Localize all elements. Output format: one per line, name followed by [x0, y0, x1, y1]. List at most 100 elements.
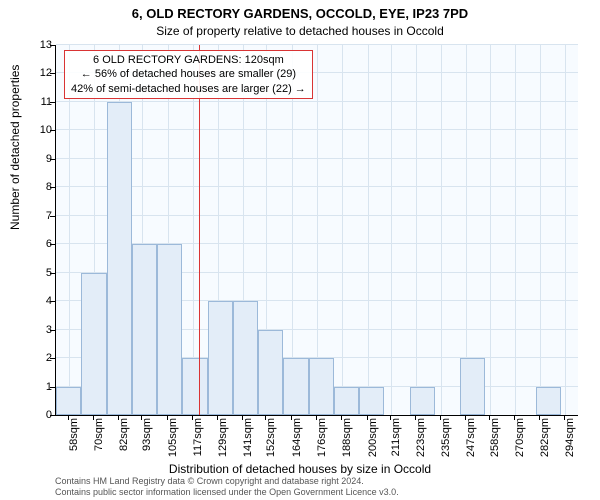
y-tickmark [50, 102, 55, 103]
x-tick-label: 70sqm [93, 418, 105, 468]
x-tickmark [316, 415, 317, 420]
x-tick-label: 188sqm [341, 418, 353, 468]
x-tick-label: 58sqm [68, 418, 80, 468]
y-tick-label: 0 [22, 409, 52, 421]
y-tickmark [50, 273, 55, 274]
histogram-bar [536, 387, 561, 415]
grid-v [441, 45, 442, 415]
x-tick-label: 164sqm [291, 418, 303, 468]
x-tickmark [465, 415, 466, 420]
x-tickmark [367, 415, 368, 420]
y-tick-label: 13 [22, 39, 52, 51]
grid-v [540, 45, 541, 415]
grid-v [490, 45, 491, 415]
y-tick-label: 8 [22, 181, 52, 193]
x-tick-label: 176sqm [316, 418, 328, 468]
annotation-box: 6 OLD RECTORY GARDENS: 120sqm← 56% of de… [64, 50, 313, 99]
y-tick-label: 6 [22, 238, 52, 250]
x-tick-label: 200sqm [367, 418, 379, 468]
y-tick-label: 12 [22, 67, 52, 79]
y-tickmark [50, 130, 55, 131]
histogram-bar [182, 358, 207, 415]
x-tickmark [242, 415, 243, 420]
histogram-bar [132, 244, 157, 415]
x-tickmark [68, 415, 69, 420]
x-tick-label: 223sqm [415, 418, 427, 468]
x-tickmark [167, 415, 168, 420]
annotation-line: 42% of semi-detached houses are larger (… [71, 82, 306, 96]
histogram-bar [157, 244, 182, 415]
histogram-bar [460, 358, 485, 415]
y-tickmark [50, 358, 55, 359]
y-tick-label: 11 [22, 96, 52, 108]
x-tick-label: 82sqm [118, 418, 130, 468]
y-tickmark [50, 244, 55, 245]
x-tick-label: 129sqm [217, 418, 229, 468]
x-tickmark [564, 415, 565, 420]
y-tick-label: 1 [22, 381, 52, 393]
x-tick-label: 247sqm [465, 418, 477, 468]
histogram-bar [359, 387, 384, 415]
x-tick-label: 141sqm [242, 418, 254, 468]
y-tickmark [50, 187, 55, 188]
histogram-bar [81, 273, 106, 415]
x-tick-label: 105sqm [167, 418, 179, 468]
x-tick-label: 93sqm [141, 418, 153, 468]
y-tick-label: 4 [22, 295, 52, 307]
grid-v [342, 45, 343, 415]
histogram-bar [208, 301, 233, 415]
x-tick-label: 294sqm [564, 418, 576, 468]
y-tickmark [50, 45, 55, 46]
x-tickmark [265, 415, 266, 420]
x-tick-label: 235sqm [440, 418, 452, 468]
y-tickmark [50, 216, 55, 217]
y-tick-label: 3 [22, 324, 52, 336]
x-tickmark [390, 415, 391, 420]
grid-v [368, 45, 369, 415]
y-tick-label: 2 [22, 352, 52, 364]
grid-v [416, 45, 417, 415]
grid-v [69, 45, 70, 415]
x-tickmark [514, 415, 515, 420]
grid-v [565, 45, 566, 415]
y-tick-label: 5 [22, 267, 52, 279]
y-tickmark [50, 415, 55, 416]
x-tick-label: 117sqm [192, 418, 204, 468]
grid-v [391, 45, 392, 415]
x-tick-label: 258sqm [489, 418, 501, 468]
y-tickmark [50, 301, 55, 302]
y-axis-label: Number of detached properties [8, 65, 22, 230]
grid-v [515, 45, 516, 415]
x-tickmark [440, 415, 441, 420]
y-tickmark [50, 73, 55, 74]
x-tickmark [539, 415, 540, 420]
annotation-line: 6 OLD RECTORY GARDENS: 120sqm [71, 53, 306, 67]
annotation-line: ← 56% of detached houses are smaller (29… [71, 67, 306, 81]
plot-area [55, 45, 578, 416]
x-tickmark [141, 415, 142, 420]
y-tick-label: 7 [22, 210, 52, 222]
chart-container: 6, OLD RECTORY GARDENS, OCCOLD, EYE, IP2… [0, 0, 600, 500]
x-tick-label: 282sqm [539, 418, 551, 468]
x-tickmark [415, 415, 416, 420]
y-tickmark [50, 330, 55, 331]
y-tick-label: 9 [22, 153, 52, 165]
x-tick-label: 211sqm [390, 418, 402, 468]
footer-attribution: Contains HM Land Registry data © Crown c… [55, 476, 399, 498]
y-tickmark [50, 387, 55, 388]
x-tick-label: 270sqm [514, 418, 526, 468]
x-tickmark [93, 415, 94, 420]
histogram-bar [410, 387, 435, 415]
footer-line-2: Contains public sector information licen… [55, 487, 399, 498]
histogram-bar [233, 301, 258, 415]
footer-line-1: Contains HM Land Registry data © Crown c… [55, 476, 399, 487]
histogram-bar [309, 358, 334, 415]
x-tickmark [291, 415, 292, 420]
histogram-bar [334, 387, 359, 415]
reference-line [199, 45, 200, 415]
histogram-bar [107, 102, 132, 415]
x-tick-label: 152sqm [265, 418, 277, 468]
histogram-bar [258, 330, 283, 415]
chart-title-main: 6, OLD RECTORY GARDENS, OCCOLD, EYE, IP2… [0, 6, 600, 21]
histogram-bar [56, 387, 81, 415]
